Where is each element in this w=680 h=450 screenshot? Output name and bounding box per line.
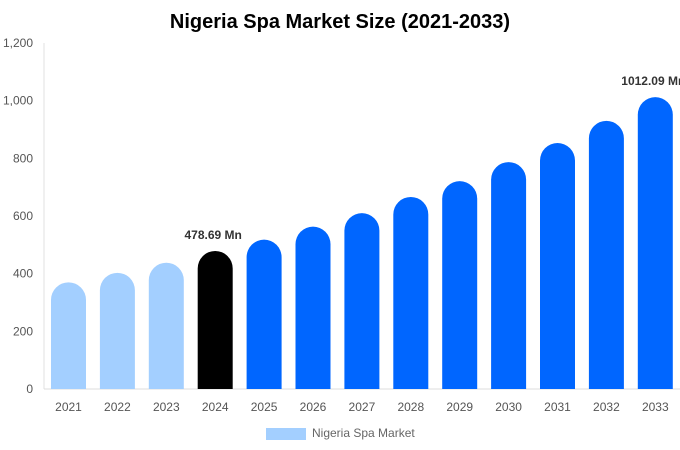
y-tick-label: 400 [13,267,33,281]
y-tick-label: 1,000 [3,94,33,108]
x-tick-label: 2022 [104,400,131,414]
bar-2024 [197,250,233,389]
bar-2021 [51,282,86,389]
x-tick-label: 2024 [202,400,229,414]
data-label: 478.69 Mn [185,228,242,242]
y-tick-label: 800 [13,151,33,165]
bar-2032 [588,120,624,389]
x-tick-label: 2027 [349,400,376,414]
legend-swatch [266,428,306,440]
x-tick-label: 2031 [544,400,571,414]
x-tick-label: 2026 [300,400,327,414]
y-tick-label: 1,200 [3,36,33,50]
bar-2029 [442,181,478,389]
x-tick-label: 2025 [251,400,278,414]
x-tick-label: 2032 [593,400,620,414]
x-tick-label: 2023 [153,400,180,414]
bar-2022 [99,272,135,389]
bar-2023 [148,262,184,389]
bar-2027 [344,213,380,389]
bar-2028 [393,196,429,389]
bar-2025 [246,239,282,389]
x-tick-label: 2029 [446,400,473,414]
bar-2030 [491,162,527,389]
x-tick-label: 2028 [397,400,424,414]
bar-2026 [295,226,331,389]
x-tick-label: 2030 [495,400,522,414]
legend: Nigeria Spa Market [266,426,415,440]
y-tick-label: 0 [26,382,33,396]
bar-2031 [540,143,575,389]
bar-2033 [637,97,673,389]
x-tick-label: 2033 [642,400,669,414]
legend-label: Nigeria Spa Market [312,426,415,440]
chart-title: Nigeria Spa Market Size (2021-2033) [170,11,510,33]
x-tick-label: 2021 [55,400,82,414]
y-tick-label: 600 [13,209,33,223]
y-tick-label: 200 [13,324,33,338]
data-label: 1012.09 Mn [621,74,680,88]
